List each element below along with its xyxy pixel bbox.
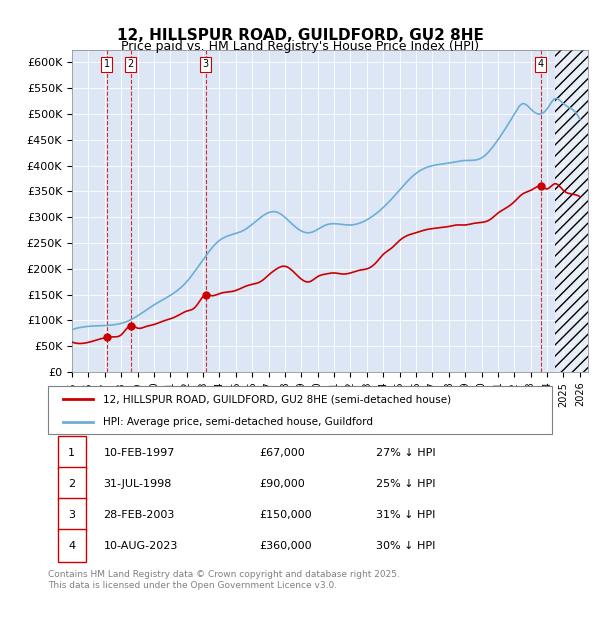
- Text: £150,000: £150,000: [260, 510, 313, 520]
- Text: 4: 4: [68, 541, 75, 551]
- Text: 25% ↓ HPI: 25% ↓ HPI: [376, 479, 435, 489]
- Text: 31-JUL-1998: 31-JUL-1998: [103, 479, 172, 489]
- Text: £90,000: £90,000: [260, 479, 305, 489]
- Text: Price paid vs. HM Land Registry's House Price Index (HPI): Price paid vs. HM Land Registry's House …: [121, 40, 479, 53]
- Text: 3: 3: [68, 510, 75, 520]
- FancyBboxPatch shape: [48, 386, 552, 435]
- Text: Contains HM Land Registry data © Crown copyright and database right 2025.
This d: Contains HM Land Registry data © Crown c…: [48, 570, 400, 590]
- Text: 10-AUG-2023: 10-AUG-2023: [103, 541, 178, 551]
- Text: 10-FEB-1997: 10-FEB-1997: [103, 448, 175, 458]
- Text: 12, HILLSPUR ROAD, GUILDFORD, GU2 8HE (semi-detached house): 12, HILLSPUR ROAD, GUILDFORD, GU2 8HE (s…: [103, 394, 452, 404]
- FancyBboxPatch shape: [58, 529, 86, 562]
- Text: 4: 4: [538, 60, 544, 69]
- FancyBboxPatch shape: [58, 467, 86, 500]
- FancyBboxPatch shape: [58, 436, 86, 469]
- Text: HPI: Average price, semi-detached house, Guildford: HPI: Average price, semi-detached house,…: [103, 417, 373, 427]
- Text: 3: 3: [203, 60, 209, 69]
- Text: £67,000: £67,000: [260, 448, 305, 458]
- Text: 2: 2: [68, 479, 75, 489]
- Text: 1: 1: [68, 448, 75, 458]
- Text: 27% ↓ HPI: 27% ↓ HPI: [376, 448, 435, 458]
- Text: 2: 2: [128, 60, 134, 69]
- Text: 12, HILLSPUR ROAD, GUILDFORD, GU2 8HE: 12, HILLSPUR ROAD, GUILDFORD, GU2 8HE: [116, 28, 484, 43]
- Bar: [555, 50, 588, 372]
- Text: 1: 1: [104, 60, 110, 69]
- Text: 31% ↓ HPI: 31% ↓ HPI: [376, 510, 435, 520]
- Text: 28-FEB-2003: 28-FEB-2003: [103, 510, 175, 520]
- Text: £360,000: £360,000: [260, 541, 313, 551]
- FancyBboxPatch shape: [58, 498, 86, 531]
- Text: 30% ↓ HPI: 30% ↓ HPI: [376, 541, 435, 551]
